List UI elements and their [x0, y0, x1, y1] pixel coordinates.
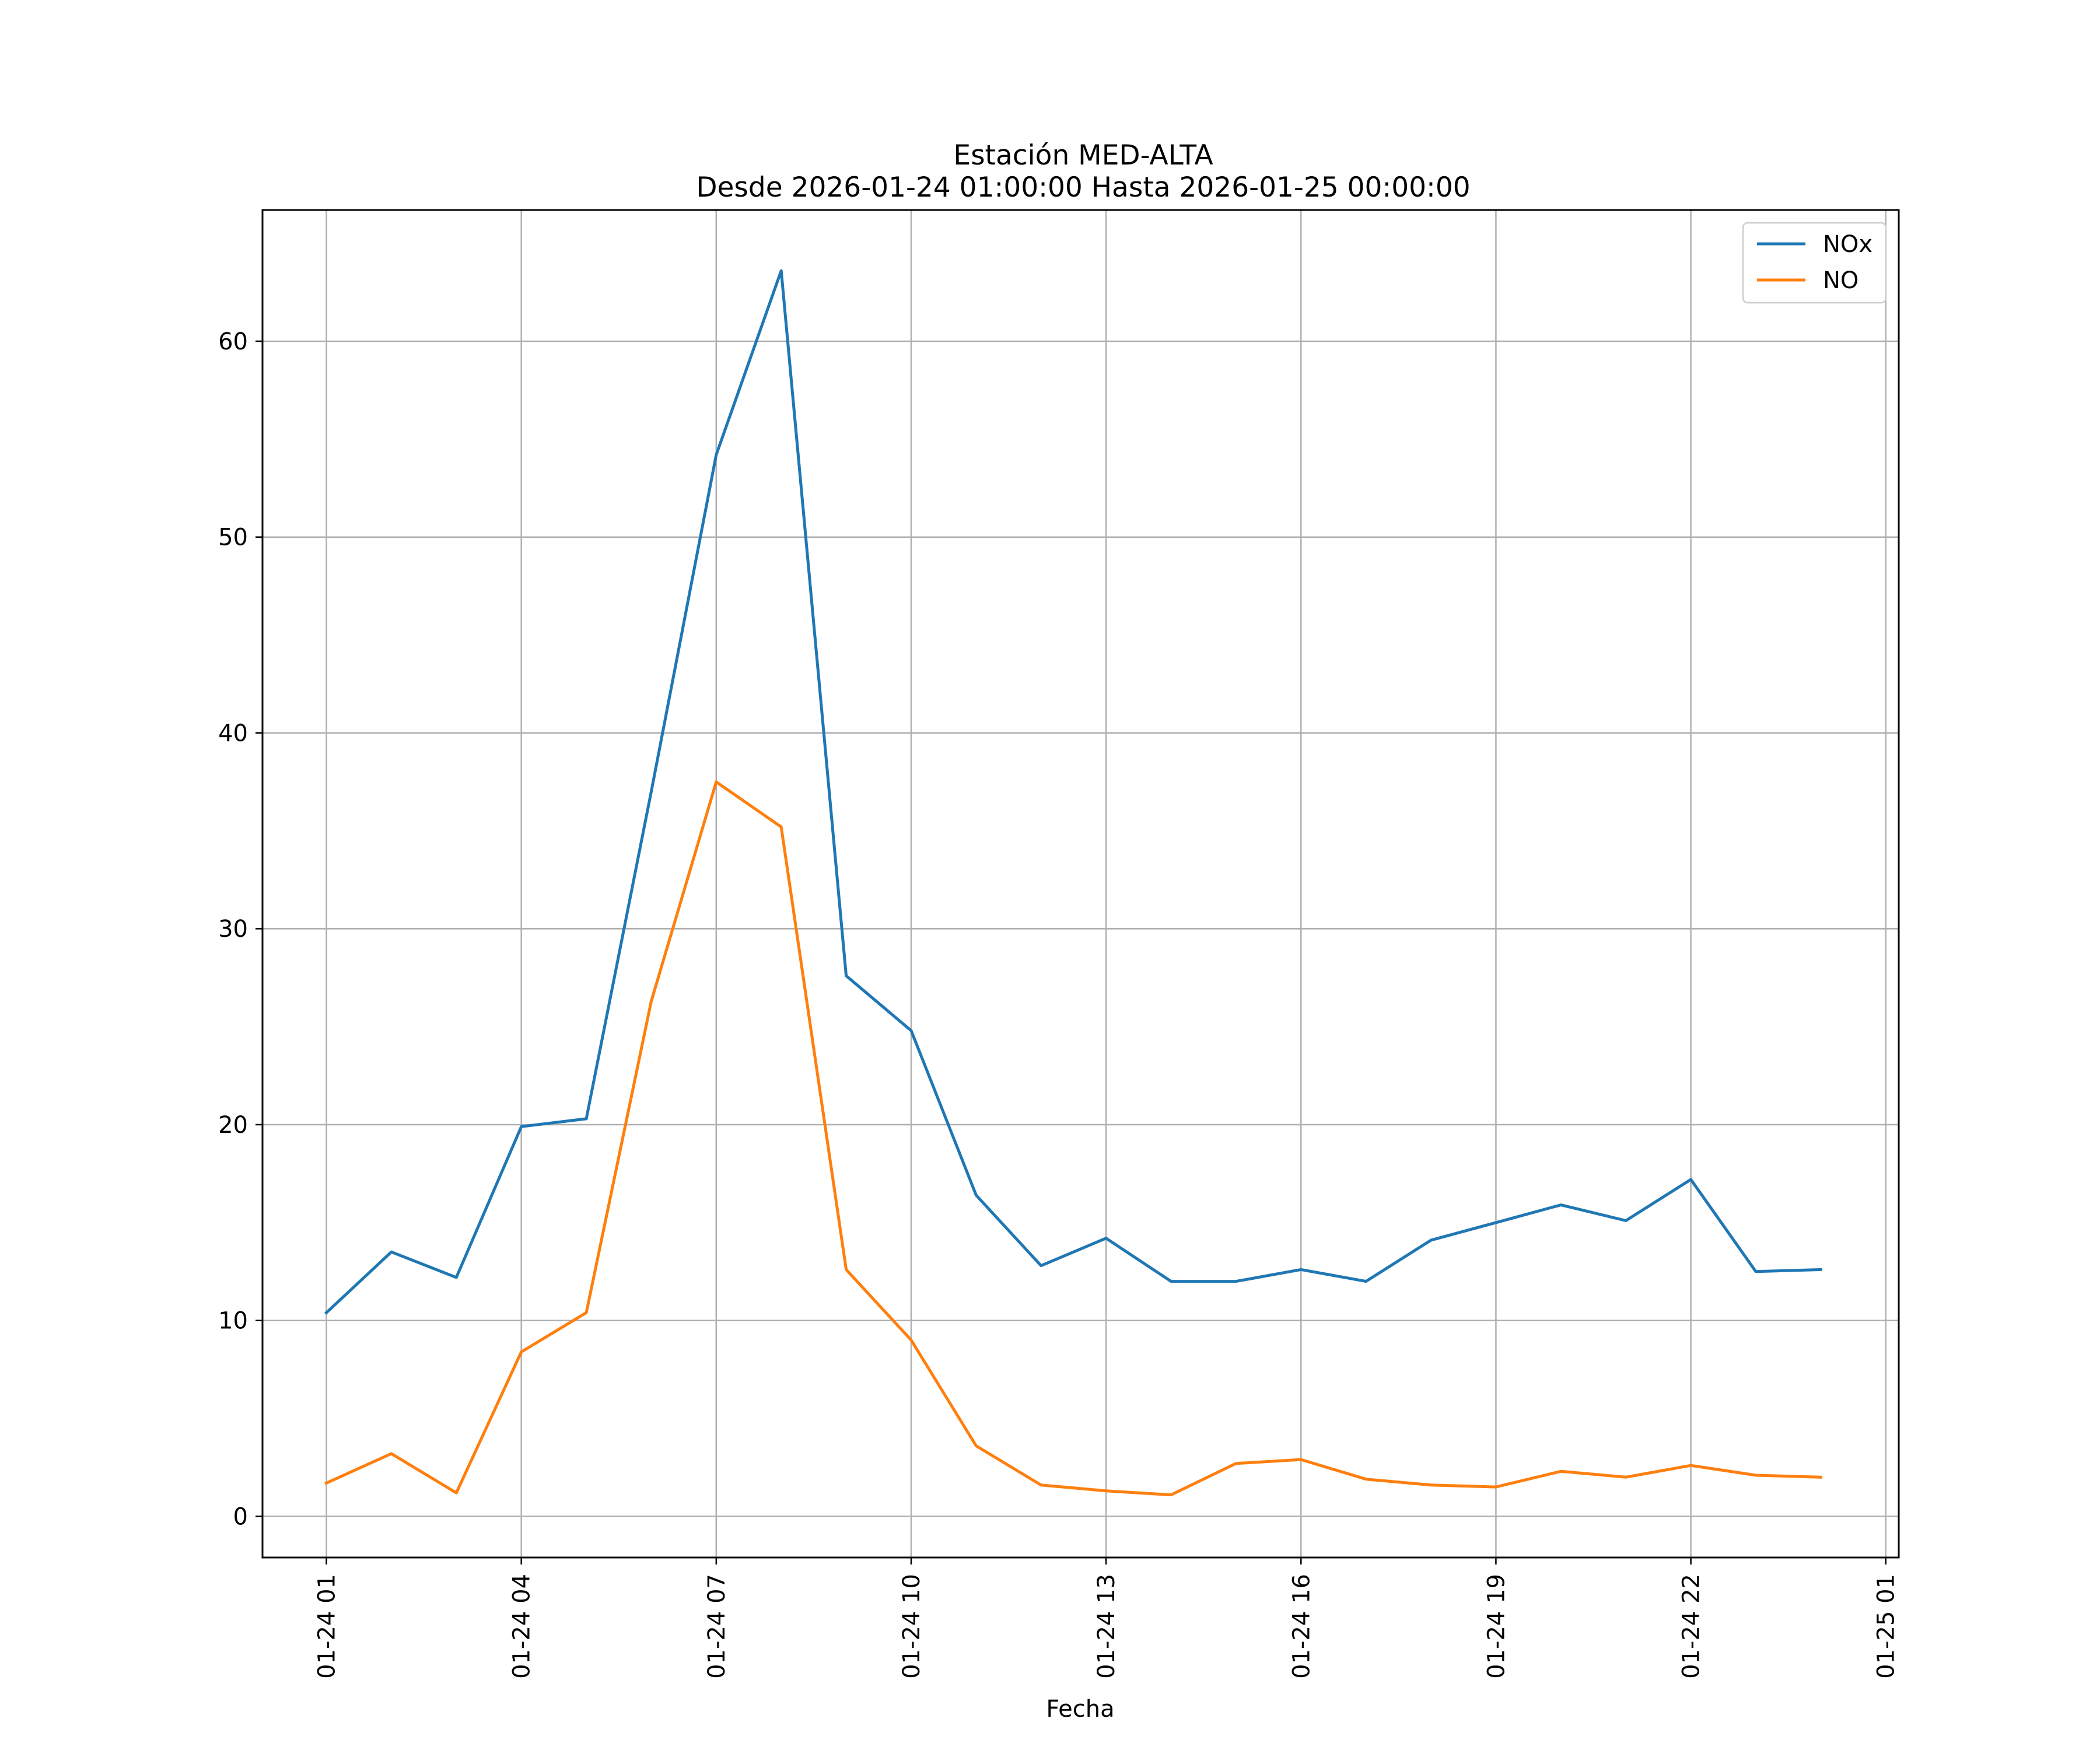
series-lines [324, 269, 1822, 1497]
x-tick-label: 01-24 19 [1483, 1574, 1510, 1679]
chart-title: Estación MED-ALTA [953, 139, 1213, 172]
y-tick-label: 40 [218, 720, 248, 747]
x-tick-label: 01-24 22 [1678, 1574, 1705, 1679]
y-tick-label: 60 [218, 328, 248, 355]
y-tick-label: 10 [218, 1308, 248, 1335]
y-tick-label: 20 [218, 1112, 248, 1139]
x-tick-label: 01-24 16 [1288, 1574, 1315, 1679]
series-line-nox [324, 269, 1822, 1315]
legend-label-no: NO [1823, 267, 1859, 294]
series-line-no [324, 780, 1822, 1497]
plot-frame [261, 209, 1900, 1559]
x-tick-label: 01-24 10 [898, 1574, 925, 1679]
legend-label-nox: NOx [1823, 231, 1873, 258]
x-tick-label: 01-25 01 [1873, 1574, 1900, 1679]
x-tick-label: 01-24 01 [314, 1574, 341, 1679]
x-axis-label: Fecha [1046, 1696, 1114, 1723]
x-tick-label: 01-24 13 [1093, 1574, 1120, 1679]
y-tick-label: 50 [218, 524, 248, 551]
y-tick-label: 30 [218, 916, 248, 943]
x-tick-label: 01-24 07 [704, 1574, 730, 1679]
y-axis-ticks: 0 10 20 30 40 50 60 [218, 328, 262, 1530]
legend: NOx NO [1742, 222, 1887, 304]
chart-subtitle: Desde 2026-01-24 01:00:00 Hasta 2026-01-… [696, 172, 1470, 204]
x-axis-ticks: 01-24 01 01-24 04 01-24 07 01-24 10 01-24 13… [314, 1558, 1900, 1679]
x-tick-label: 01-24 04 [509, 1574, 536, 1679]
y-tick-label: 0 [233, 1503, 248, 1530]
